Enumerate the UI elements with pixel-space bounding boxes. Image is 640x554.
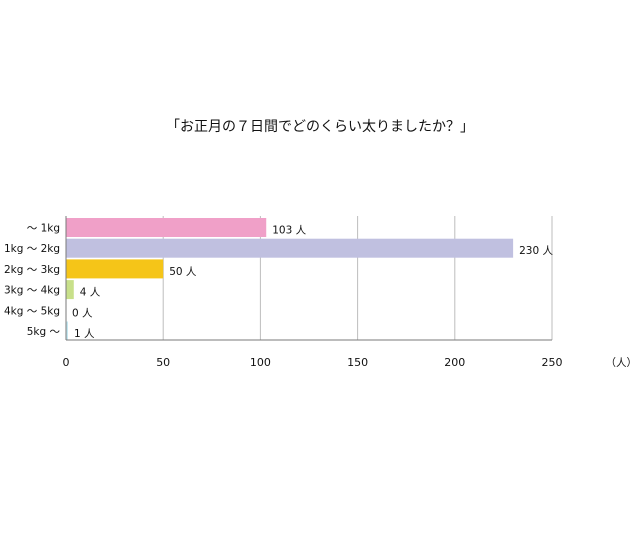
data-label: 1 人	[74, 328, 95, 340]
chart-title: 「お正月の７日間でどのくらい太りましたか？」	[166, 119, 474, 135]
category-label: 3kg 〜 4kg	[4, 285, 60, 297]
category-label: 5kg 〜	[27, 326, 61, 338]
data-label: 0 人	[72, 307, 93, 319]
category-label: 〜 1kg	[27, 223, 60, 235]
bar	[66, 280, 74, 300]
bar	[66, 321, 68, 341]
bars	[66, 218, 514, 341]
bar	[66, 259, 164, 279]
bar	[66, 238, 514, 258]
category-label: 4kg 〜 5kg	[4, 305, 60, 317]
data-label: 4 人	[80, 287, 101, 299]
x-tick-label: 100	[250, 356, 271, 369]
category-label: 2kg 〜 3kg	[4, 264, 60, 276]
data-label: 50 人	[169, 266, 197, 278]
x-tick-label: 50	[156, 356, 170, 369]
x-unit-label: （人）	[606, 357, 638, 369]
data-label: 230 人	[519, 245, 553, 257]
axes	[65, 216, 552, 341]
data-label: 103 人	[272, 225, 306, 237]
x-tick-label: 250	[542, 356, 563, 369]
x-tick-label: 0	[63, 356, 70, 369]
labels: 0 50 100 150 200 250 （人） 〜 1kg 103 人 1kg 〜 2kg 230…	[4, 223, 637, 370]
x-tick-label: 150	[347, 356, 368, 369]
x-tick-label: 200	[444, 356, 465, 369]
bar	[66, 218, 267, 237]
category-label: 1kg 〜 2kg	[4, 243, 60, 255]
